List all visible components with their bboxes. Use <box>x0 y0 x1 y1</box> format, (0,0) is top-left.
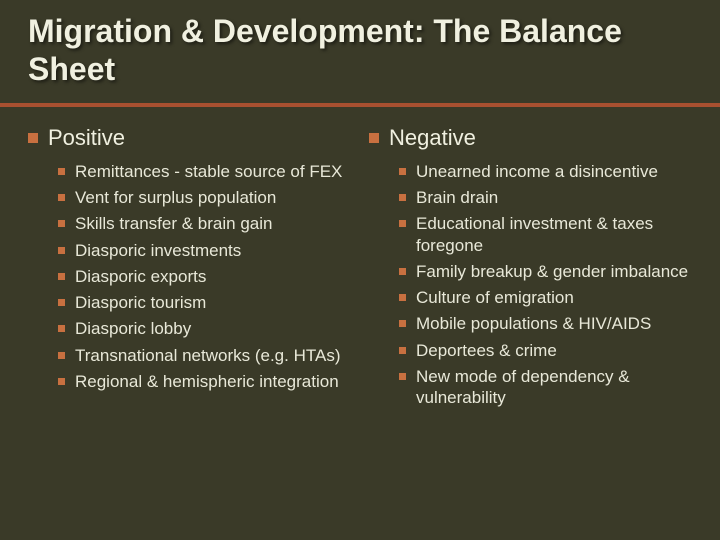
right-header: Negative <box>369 125 692 151</box>
bullet-icon <box>58 194 65 201</box>
bullet-icon <box>58 247 65 254</box>
bullet-icon <box>399 194 406 201</box>
item-text: Mobile populations & HIV/AIDS <box>416 313 651 334</box>
item-text: Diasporic investments <box>75 240 241 261</box>
right-column: Negative Unearned income a disincentive … <box>369 125 692 414</box>
item-text: Skills transfer & brain gain <box>75 213 272 234</box>
slide: Migration & Development: The Balance She… <box>0 0 720 540</box>
bullet-icon <box>28 133 38 143</box>
item-text: Unearned income a disincentive <box>416 161 658 182</box>
list-item: Deportees & crime <box>399 340 692 361</box>
list-item: Diasporic lobby <box>58 318 351 339</box>
list-item: Unearned income a disincentive <box>399 161 692 182</box>
right-heading: Negative <box>389 125 476 151</box>
left-heading: Positive <box>48 125 125 151</box>
right-items: Unearned income a disincentive Brain dra… <box>369 161 692 409</box>
item-text: Regional & hemispheric integration <box>75 371 339 392</box>
list-item: New mode of dependency & vulnerability <box>399 366 692 409</box>
list-item: Diasporic investments <box>58 240 351 261</box>
bullet-icon <box>58 299 65 306</box>
item-text: Diasporic tourism <box>75 292 206 313</box>
item-text: Diasporic exports <box>75 266 206 287</box>
bullet-icon <box>58 378 65 385</box>
list-item: Mobile populations & HIV/AIDS <box>399 313 692 334</box>
bullet-icon <box>399 268 406 275</box>
list-item: Regional & hemispheric integration <box>58 371 351 392</box>
bullet-icon <box>399 168 406 175</box>
bullet-icon <box>399 220 406 227</box>
item-text: Brain drain <box>416 187 498 208</box>
list-item: Culture of emigration <box>399 287 692 308</box>
bullet-icon <box>399 320 406 327</box>
item-text: Diasporic lobby <box>75 318 191 339</box>
list-item: Brain drain <box>399 187 692 208</box>
bullet-icon <box>369 133 379 143</box>
divider <box>0 103 720 107</box>
bullet-icon <box>58 325 65 332</box>
item-text: Educational investment & taxes foregone <box>416 213 692 256</box>
list-item: Skills transfer & brain gain <box>58 213 351 234</box>
item-text: Deportees & crime <box>416 340 557 361</box>
item-text: Transnational networks (e.g. HTAs) <box>75 345 340 366</box>
list-item: Remittances - stable source of FEX <box>58 161 351 182</box>
item-text: Remittances - stable source of FEX <box>75 161 342 182</box>
list-item: Diasporic exports <box>58 266 351 287</box>
bullet-icon <box>399 373 406 380</box>
bullet-icon <box>58 273 65 280</box>
bullet-icon <box>58 220 65 227</box>
columns: Positive Remittances - stable source of … <box>28 125 692 414</box>
list-item: Vent for surplus population <box>58 187 351 208</box>
item-text: Vent for surplus population <box>75 187 276 208</box>
list-item: Family breakup & gender imbalance <box>399 261 692 282</box>
left-header: Positive <box>28 125 351 151</box>
bullet-icon <box>399 347 406 354</box>
bullet-icon <box>58 352 65 359</box>
item-text: New mode of dependency & vulnerability <box>416 366 692 409</box>
item-text: Culture of emigration <box>416 287 574 308</box>
bullet-icon <box>58 168 65 175</box>
left-items: Remittances - stable source of FEX Vent … <box>28 161 351 392</box>
list-item: Diasporic tourism <box>58 292 351 313</box>
slide-title: Migration & Development: The Balance She… <box>28 12 692 89</box>
list-item: Educational investment & taxes foregone <box>399 213 692 256</box>
item-text: Family breakup & gender imbalance <box>416 261 688 282</box>
left-column: Positive Remittances - stable source of … <box>28 125 351 414</box>
bullet-icon <box>399 294 406 301</box>
list-item: Transnational networks (e.g. HTAs) <box>58 345 351 366</box>
